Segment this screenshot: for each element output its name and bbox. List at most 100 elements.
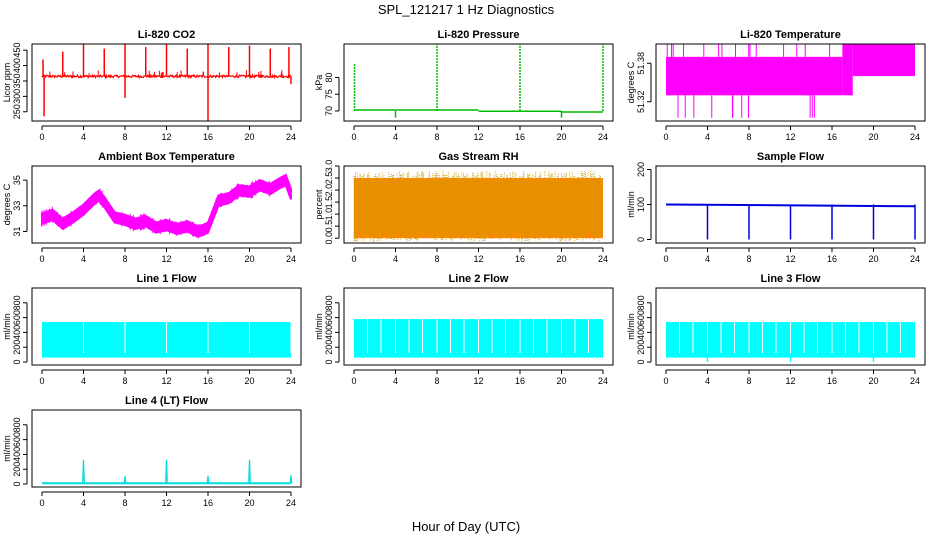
panel-3: Ambient Box Temperature 0 4 8 12 16 20 24 31 33 35… xyxy=(2,151,302,264)
panel-4-x-tick-label-5: 20 xyxy=(556,254,566,264)
panel-9-spike-0 xyxy=(82,459,85,484)
panel-5-x-tick-label-0: 0 xyxy=(663,254,668,264)
panel-2-ylabel: degrees C xyxy=(626,61,636,103)
panel-5-title: Sample Flow xyxy=(757,151,825,163)
panel-6-x-tick-label-6: 24 xyxy=(286,376,296,386)
panel-8-y-tick-label-0: 0 xyxy=(636,360,646,365)
panel-1-x-tick-label-0: 0 xyxy=(351,132,356,142)
panel-1-y-tick-label-1: 75 xyxy=(324,89,334,99)
panel-1-x-tick-label-6: 24 xyxy=(598,132,608,142)
panel-3-x-tick-label-4: 16 xyxy=(203,254,213,264)
panel-2-x-tick-label-6: 24 xyxy=(910,132,920,142)
panel-7-x-tick-label-0: 0 xyxy=(351,376,356,386)
panel-5-ylabel: ml/min xyxy=(626,191,636,218)
panel-6-x-tick-label-1: 4 xyxy=(81,376,86,386)
panel-1-ylabel: kPa xyxy=(314,75,324,91)
figure-xlabel: Hour of Day (UTC) xyxy=(412,519,520,534)
panel-7-title: Line 2 Flow xyxy=(449,273,509,285)
panel-5: Sample Flow 0 4 8 12 16 20 24 0 100 200 ml/min xyxy=(626,151,926,264)
panel-4-y-tick-label-5: 2.5 xyxy=(324,172,334,185)
panel-9-y-tick-label-1: 200 xyxy=(12,462,22,477)
panel-8-plot xyxy=(666,322,915,363)
panel-7-plot xyxy=(354,319,603,358)
panel-7-frame xyxy=(343,287,614,366)
panel-0-x-tick-label-2: 8 xyxy=(122,132,127,142)
panel-8: Line 3 Flow 0 4 8 12 16 20 24 0 200400600800ml/mi… xyxy=(626,273,926,386)
panel-9-spike-3 xyxy=(206,475,210,484)
panel-4-title: Gas Stream RH xyxy=(438,151,518,163)
panel-8-x-tick-label-0: 0 xyxy=(663,376,668,386)
panel-0-x-tick-label-3: 12 xyxy=(161,132,171,142)
panel-3-y-tick-label-0: 31 xyxy=(12,226,22,236)
panel-9-title: Line 4 (LT) Flow xyxy=(125,395,208,407)
panel-9-spike-5 xyxy=(289,475,293,484)
panel-9-spike-2 xyxy=(165,459,168,484)
panel-3-y-tick-label-2: 35 xyxy=(12,175,22,185)
panel-3-x-tick-label-2: 8 xyxy=(122,254,127,264)
panel-1-y-tick-label-2: 80 xyxy=(324,72,334,82)
panel-3-x-tick-label-1: 4 xyxy=(81,254,86,264)
panel-9-x-tick-label-4: 16 xyxy=(203,498,213,508)
panel-9-y-tick-label-3: 600 xyxy=(12,432,22,447)
panel-4-x-tick-label-6: 24 xyxy=(598,254,608,264)
panel-0-ylabel: Licor ppm xyxy=(2,63,12,103)
panel-1-y-tick-label-0: 70 xyxy=(324,106,334,116)
figure-title: SPL_121217 1 Hz Diagnostics xyxy=(378,2,555,17)
panel-9-x-tick-label-6: 24 xyxy=(286,498,296,508)
panel-4-x-tick-label-3: 12 xyxy=(473,254,483,264)
panel-9-x-tick-label-1: 4 xyxy=(81,498,86,508)
panel-9-spike-4 xyxy=(248,459,251,484)
panel-2-band-0 xyxy=(666,56,843,96)
panel-3-x-tick-label-6: 24 xyxy=(286,254,296,264)
panel-6-x-tick-label-2: 8 xyxy=(122,376,127,386)
panel-2-frame xyxy=(655,43,926,122)
panel-8-ylabel: ml/min xyxy=(626,313,636,340)
panel-1-x-tick-label-2: 8 xyxy=(434,132,439,142)
panel-9-x-tick-label-3: 12 xyxy=(161,498,171,508)
panel-8-x-tick-label-3: 12 xyxy=(785,376,795,386)
panel-0-y-tick-label-0: 250 xyxy=(12,104,22,119)
panel-6-plot xyxy=(42,322,292,358)
panel-6-y-tick-label-1: 200 xyxy=(12,340,22,355)
panel-7-y-tick-label-0: 0 xyxy=(324,360,334,365)
panel-8-x-tick-label-4: 16 xyxy=(827,376,837,386)
panel-5-x-tick-label-5: 20 xyxy=(868,254,878,264)
panel-3-x-tick-label-0: 0 xyxy=(39,254,44,264)
panel-4-x-tick-label-2: 8 xyxy=(434,254,439,264)
panel-7-x-tick-label-6: 24 xyxy=(598,376,608,386)
panel-4-ylabel: percent xyxy=(314,189,324,220)
panel-8-x-tick-label-6: 24 xyxy=(910,376,920,386)
panel-4-x-tick-label-1: 4 xyxy=(393,254,398,264)
panel-9-plot xyxy=(42,459,293,485)
panel-8-frame xyxy=(655,287,926,366)
panel-3-y-tick-label-1: 33 xyxy=(12,201,22,211)
panel-9-x-tick-label-0: 0 xyxy=(39,498,44,508)
panel-0-x-tick-label-0: 0 xyxy=(39,132,44,142)
panel-2-title: Li-820 Temperature xyxy=(740,29,841,41)
panel-6-y-tick-label-3: 600 xyxy=(12,310,22,325)
panel-9-x-tick-label-5: 20 xyxy=(244,498,254,508)
panel-9-y-tick-label-4: 800 xyxy=(12,417,22,432)
panel-6: Line 1 Flow 0 4 8 12 16 20 24 0 200400600800ml/mi… xyxy=(2,273,302,386)
panel-2-x-tick-label-1: 4 xyxy=(705,132,710,142)
panel-5-x-tick-label-4: 16 xyxy=(827,254,837,264)
panel-6-x-tick-label-3: 12 xyxy=(161,376,171,386)
panel-9-spike-1 xyxy=(123,475,127,484)
panel-5-frame xyxy=(655,165,926,244)
panel-4-x-tick-label-4: 16 xyxy=(515,254,525,264)
panel-8-y-tick-label-3: 600 xyxy=(636,310,646,325)
panel-5-y-tick-label-0: 0 xyxy=(636,237,646,242)
panel-4-y-tick-label-2: 1.0 xyxy=(324,208,334,221)
panel-7-y-tick-label-1: 200 xyxy=(324,340,334,355)
panel-1-x-tick-label-4: 16 xyxy=(515,132,525,142)
panel-2-x-tick-label-3: 12 xyxy=(785,132,795,142)
panel-2-y-tick-label-1: 51.38 xyxy=(636,52,646,75)
panel-4-y-tick-label-6: 3.0 xyxy=(324,160,334,173)
panel-5-x-tick-label-6: 24 xyxy=(910,254,920,264)
panel-3-ylabel: degrees C xyxy=(2,183,12,225)
panel-7-x-tick-label-5: 20 xyxy=(556,376,566,386)
panel-1-frame xyxy=(343,43,614,122)
